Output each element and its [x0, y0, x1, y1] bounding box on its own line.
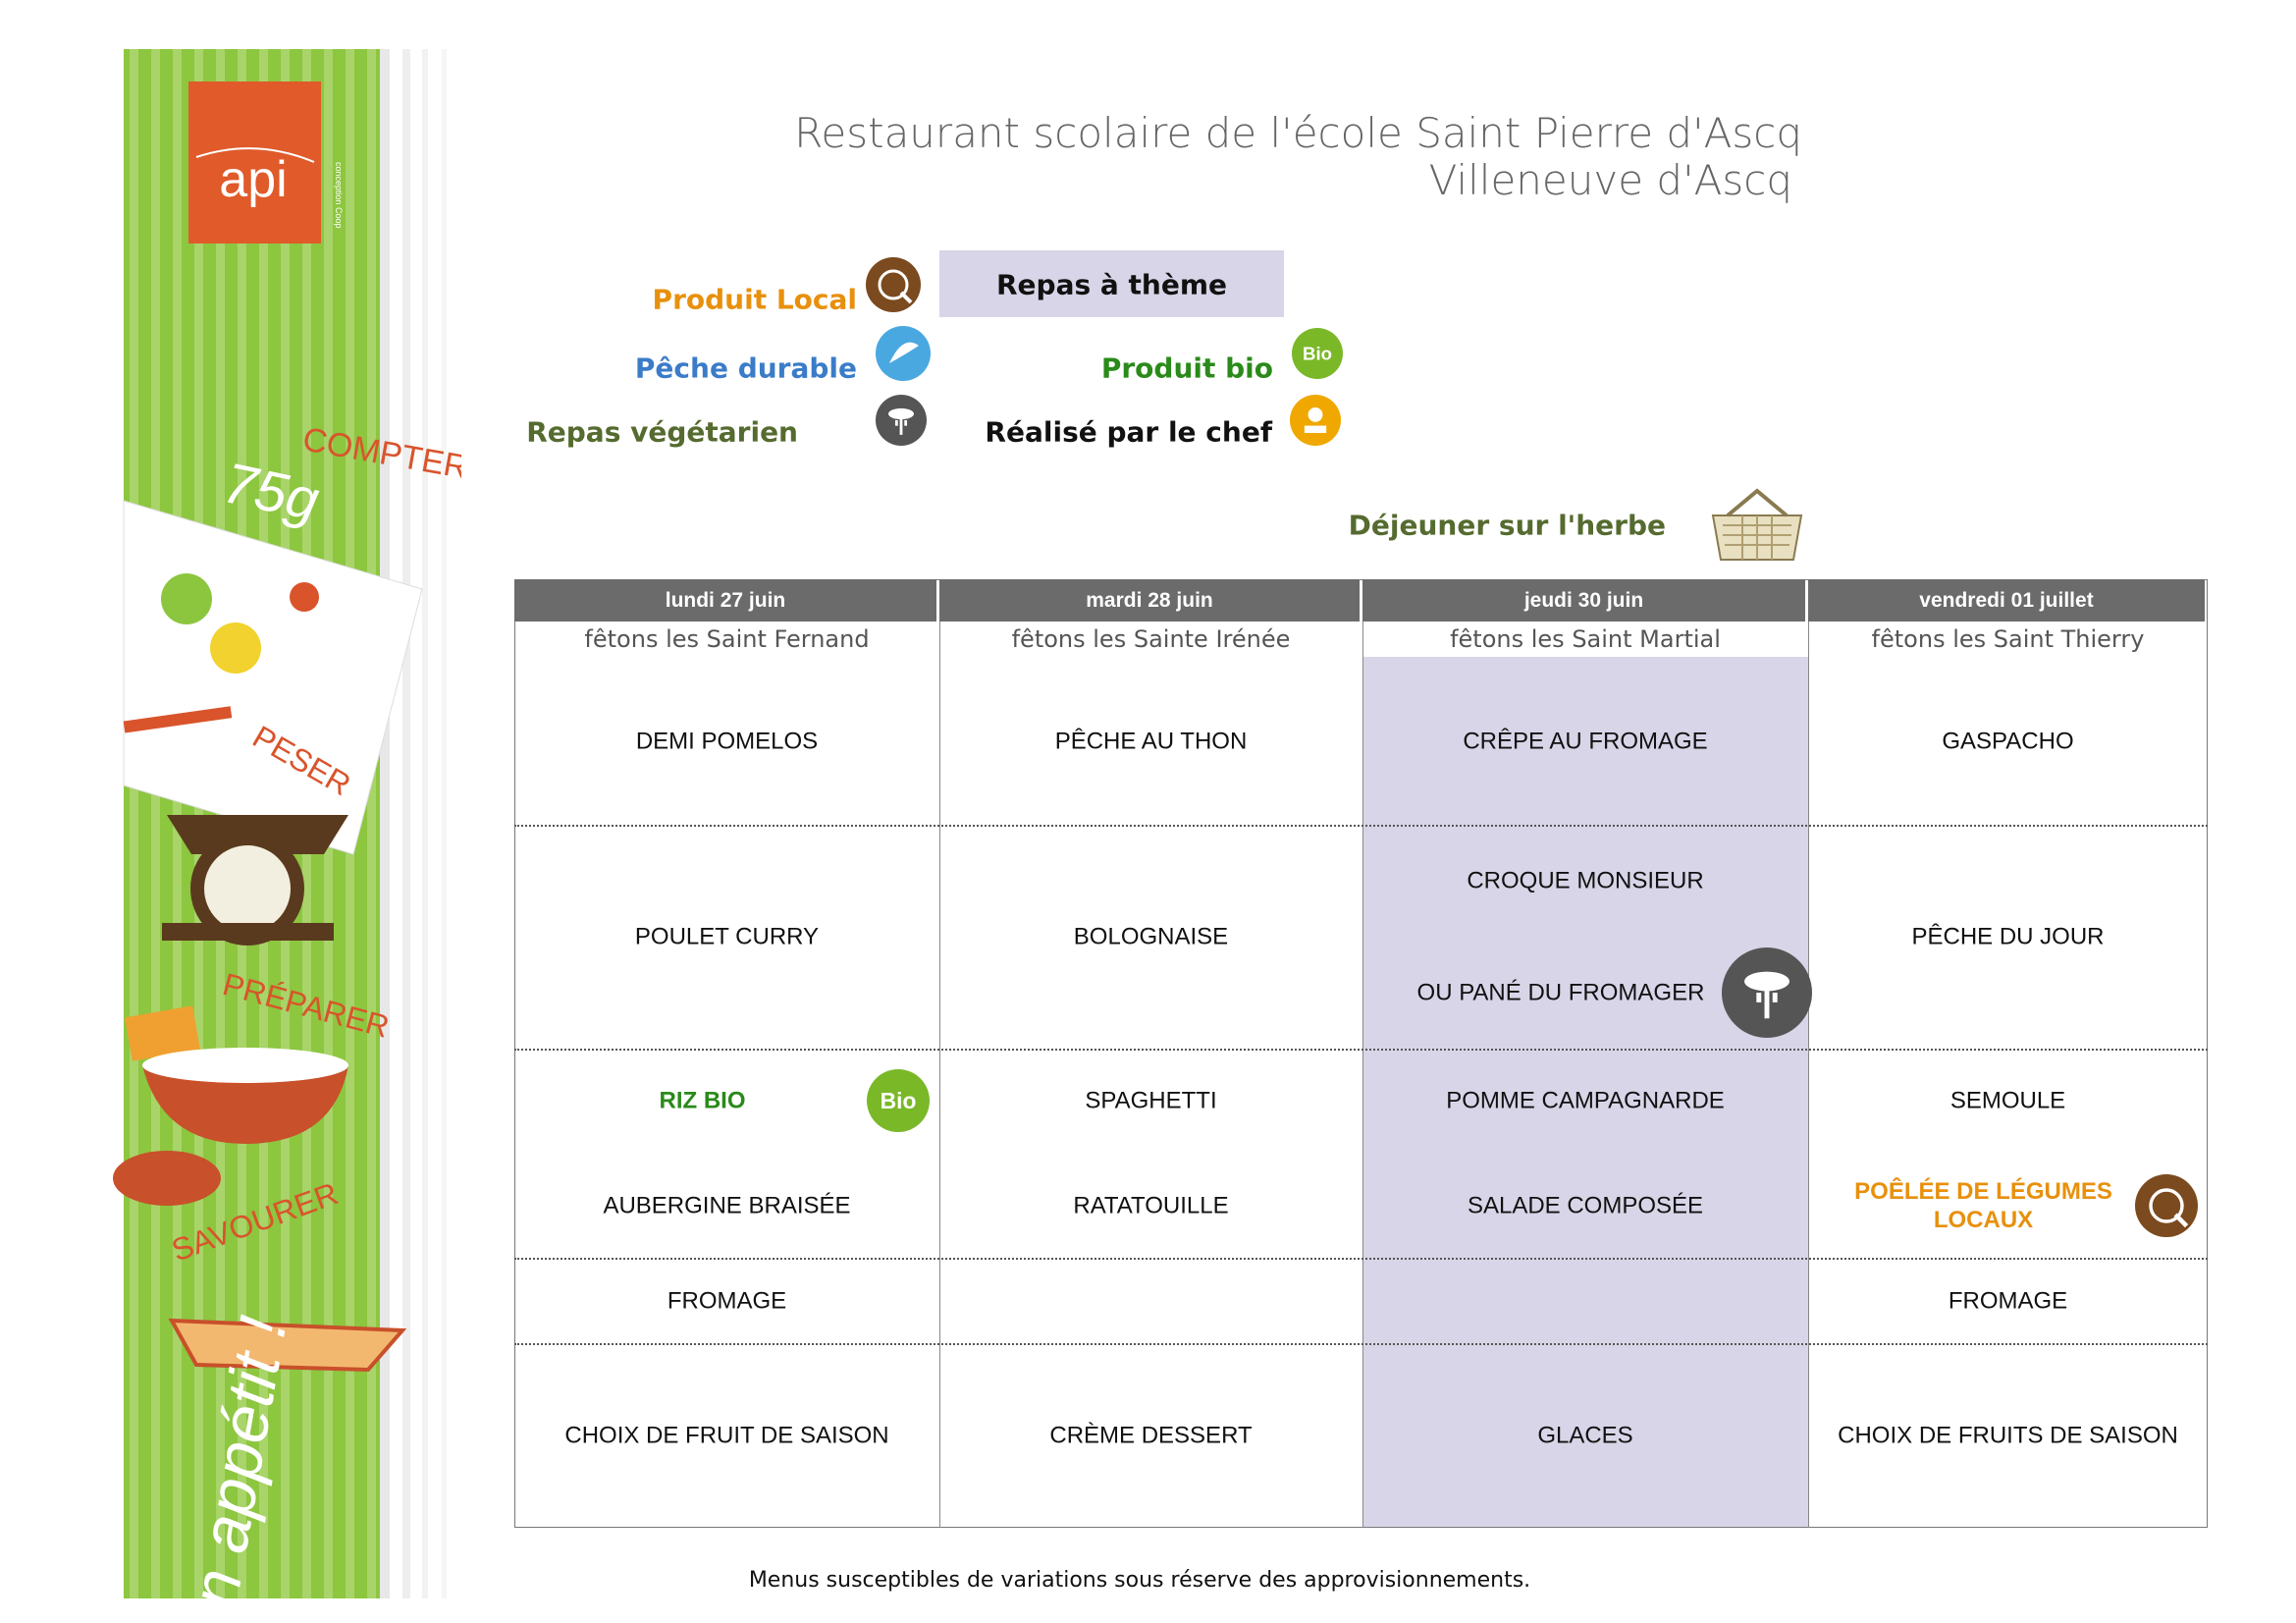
legend-peche: Pêche durable	[634, 352, 857, 385]
sidebar: api conception Coop COMPTER 75g PESER PR…	[113, 49, 461, 1613]
basket-icon	[1711, 488, 1803, 561]
dish: POÊLÉE DE LÉGUMES LOCAUX	[1854, 1177, 2112, 1233]
feast-label: fêtons les Saint Martial	[1450, 625, 1721, 653]
table-border	[514, 579, 2208, 1528]
row-line	[514, 1343, 2208, 1345]
column-line	[939, 622, 940, 1528]
column-line	[1808, 622, 1809, 1528]
vege-icon	[1722, 947, 1812, 1038]
legend-local: Produit Local	[652, 283, 857, 316]
title: Restaurant scolaire de l'école Saint Pie…	[794, 109, 1802, 157]
highlight-column	[1362, 657, 1808, 1528]
column-line	[1362, 622, 1363, 1528]
bio-icon-text: Bio	[1303, 344, 1332, 364]
dish: PÊCHE DU JOUR	[1911, 923, 2105, 950]
chef-icon	[1290, 395, 1341, 446]
theme-box	[939, 250, 1284, 317]
dish: SPAGHETTI	[1085, 1087, 1217, 1114]
dish: OU PANÉ DU FROMAGER	[1416, 979, 1705, 1006]
dish: AUBERGINE BRAISÉE	[603, 1192, 851, 1219]
vege-icon	[876, 395, 927, 446]
legend-chef: Réalisé par le chef	[985, 415, 1272, 449]
legend-bio: Produit bio	[1100, 352, 1273, 385]
feast-label: fêtons les Saint Fernand	[584, 625, 870, 653]
menu-table: lundi 27 juin fêtons les Saint Fernand mar…	[514, 579, 2208, 1528]
dish: CHOIX DE FRUIT DE SAISON	[564, 1422, 889, 1449]
local-icon	[866, 257, 921, 312]
dish: RATATOUILLE	[1073, 1192, 1229, 1219]
dish: CHOIX DE FRUITS DE SAISON	[1838, 1422, 2178, 1449]
day-header: lundi 27 juin	[514, 579, 936, 622]
dish: PÊCHE AU THON	[1054, 728, 1248, 754]
dish: POULET CURRY	[634, 923, 820, 950]
legend-herbe: Déjeuner sur l'herbe	[1348, 509, 1666, 542]
dish: RIZ BIO	[659, 1087, 746, 1114]
bio-icon: Bio	[867, 1069, 930, 1133]
legend-vege: Repas végétarien	[526, 415, 798, 449]
dish: DEMI POMELOS	[635, 728, 819, 754]
dish: GLACES	[1537, 1422, 1633, 1449]
dish: FROMAGE	[1948, 1287, 2068, 1314]
row-line	[514, 1258, 2208, 1260]
bio-icon-text: Bio	[881, 1088, 917, 1113]
row-line	[514, 1049, 2208, 1051]
legend-theme: Repas à thème	[995, 268, 1228, 301]
dish: FROMAGE	[667, 1287, 787, 1314]
title-block: Restaurant scolaire de l'école Saint Pie…	[794, 110, 1802, 204]
footer: Menus susceptibles de variations sous ré…	[748, 1568, 1531, 1593]
dish: CROQUE MONSIEUR	[1467, 867, 1704, 894]
dish: CRÊPE AU FROMAGE	[1463, 728, 1708, 754]
subtitle: Villeneuve d'Ascq	[1428, 156, 1792, 204]
dish: SALADE COMPOSÉE	[1467, 1192, 1704, 1219]
dish: GASPACHO	[1942, 728, 2074, 754]
feast-label: fêtons les Saint Thierry	[1871, 625, 2145, 653]
feast-label: fêtons les Sainte Irénée	[1011, 625, 1291, 653]
day-header: jeudi 30 juin	[1362, 579, 1805, 622]
peche-icon	[876, 326, 931, 381]
dish: POMME CAMPAGNARDE	[1446, 1087, 1725, 1114]
logo: api	[219, 151, 287, 208]
dish: SEMOULE	[1949, 1087, 2066, 1114]
dish: BOLOGNAISE	[1073, 923, 1229, 950]
dish: CRÈME DESSERT	[1049, 1422, 1253, 1449]
bio-icon: Bio	[1292, 328, 1343, 379]
local-icon	[2135, 1173, 2198, 1237]
logo-small: conception Coop	[334, 162, 344, 229]
day-header: vendredi 01 juillet	[1808, 579, 2205, 622]
day-header: mardi 28 juin	[939, 579, 1360, 622]
row-line	[514, 825, 2208, 827]
